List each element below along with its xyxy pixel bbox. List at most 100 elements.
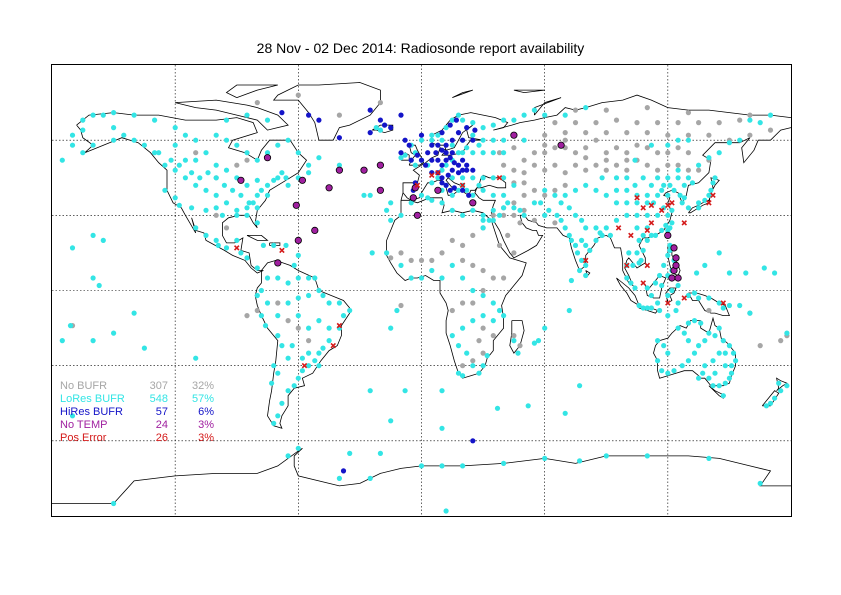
station-no-temp (409, 194, 417, 202)
station-pos-error (644, 262, 651, 269)
station-no-bufr (655, 150, 661, 156)
station-no-bufr (511, 200, 517, 206)
station-lores-bufr (460, 117, 466, 123)
station-hires-bufr (418, 157, 425, 163)
station-lores-bufr (778, 388, 784, 394)
station-lores-bufr (238, 192, 244, 198)
station-lores-bufr (501, 150, 507, 156)
station-lores-bufr (455, 187, 462, 193)
station-lores-bufr (435, 175, 441, 181)
legend-label: Pos Error (60, 432, 107, 444)
station-lores-bufr (659, 368, 665, 374)
station-hires-bufr (449, 150, 455, 156)
coastline-25 (225, 84, 278, 98)
station-lores-bufr (675, 175, 681, 181)
station-lores-bufr (326, 338, 332, 344)
station-lores-bufr (525, 403, 531, 409)
station-lores-bufr (470, 287, 476, 294)
station-lores-bufr (470, 363, 476, 369)
station-lores-bufr (685, 175, 692, 181)
station-lores-bufr (271, 420, 277, 426)
station-hires-bufr (402, 137, 408, 143)
station-lores-bufr (706, 192, 712, 198)
station-lores-bufr (613, 187, 620, 193)
station-lores-bufr (429, 267, 435, 274)
station-lores-bufr (490, 300, 496, 306)
station-lores-bufr (511, 205, 517, 211)
station-lores-bufr (59, 338, 65, 344)
station-lores-bufr (480, 363, 486, 369)
station-lores-bufr (250, 200, 256, 206)
station-lores-bufr (661, 182, 667, 188)
legend-count: 57 (155, 406, 168, 418)
station-no-bufr (501, 212, 507, 218)
station-lores-bufr (726, 375, 733, 381)
station-lores-bufr (59, 157, 65, 163)
station-no-temp (325, 184, 333, 192)
station-lores-bufr (648, 292, 655, 299)
station-lores-bufr (412, 162, 418, 168)
station-hires-bufr (447, 155, 453, 161)
station-hires-bufr (367, 130, 373, 136)
station-no-bufr (665, 162, 671, 168)
station-lores-bufr (708, 187, 714, 193)
station-lores-bufr (285, 182, 291, 188)
station-lores-bufr (470, 132, 476, 138)
station-no-temp (335, 166, 343, 174)
legend-pct: 3% (198, 432, 214, 444)
station-lores-bufr (501, 313, 507, 319)
station-lores-bufr (394, 307, 400, 314)
station-lores-bufr (377, 127, 383, 133)
station-lores-bufr (572, 212, 579, 218)
station-hires-bufr (435, 157, 441, 163)
station-no-bufr (521, 170, 527, 176)
station-lores-bufr (511, 117, 517, 123)
station-no-temp (672, 261, 680, 269)
station-lores-bufr (285, 388, 291, 394)
station-lores-bufr (336, 475, 342, 481)
station-lores-bufr (90, 338, 96, 344)
station-lores-bufr (131, 112, 137, 118)
station-no-temp (670, 244, 678, 252)
station-lores-bufr (648, 142, 655, 148)
station-lores-bufr (691, 318, 698, 324)
station-lores-bufr (644, 237, 650, 243)
station-lores-bufr (197, 175, 203, 181)
station-no-bufr (644, 105, 650, 111)
station-lores-bufr (597, 230, 603, 236)
station-no-bufr (634, 120, 640, 126)
station-lores-bufr (603, 225, 609, 231)
station-lores-bufr (470, 150, 476, 156)
station-no-bufr (665, 132, 671, 138)
station-hires-bufr (406, 142, 412, 148)
station-lores-bufr (264, 275, 271, 281)
legend-label: No BUFR (60, 380, 108, 392)
station-lores-bufr (747, 117, 753, 123)
station-lores-bufr (402, 152, 408, 158)
station-lores-bufr (254, 177, 260, 183)
station-no-bufr (480, 267, 486, 274)
station-lores-bufr (574, 250, 581, 256)
station-lores-bufr (230, 187, 236, 193)
station-no-bufr (336, 112, 342, 118)
station-no-bufr (583, 145, 589, 151)
station-lores-bufr (624, 200, 630, 206)
station-hires-bufr (460, 137, 466, 143)
station-lores-bufr (583, 242, 589, 248)
station-lores-bufr (490, 192, 496, 198)
station-hires-bufr (279, 110, 285, 116)
station-lores-bufr (193, 137, 199, 143)
station-no-bufr (511, 212, 517, 218)
legend-count: 26 (155, 432, 168, 444)
station-lores-bufr (691, 350, 698, 356)
station-lores-bufr (425, 195, 431, 201)
station-lores-bufr (460, 325, 466, 331)
station-lores-bufr (460, 463, 466, 469)
station-lores-bufr (234, 207, 240, 213)
station-no-temp (376, 186, 384, 194)
coastline-22 (246, 234, 269, 241)
station-lores-bufr (283, 175, 289, 181)
station-lores-bufr (632, 157, 638, 163)
station-lores-bufr (306, 350, 312, 356)
station-no-bufr (244, 313, 250, 319)
